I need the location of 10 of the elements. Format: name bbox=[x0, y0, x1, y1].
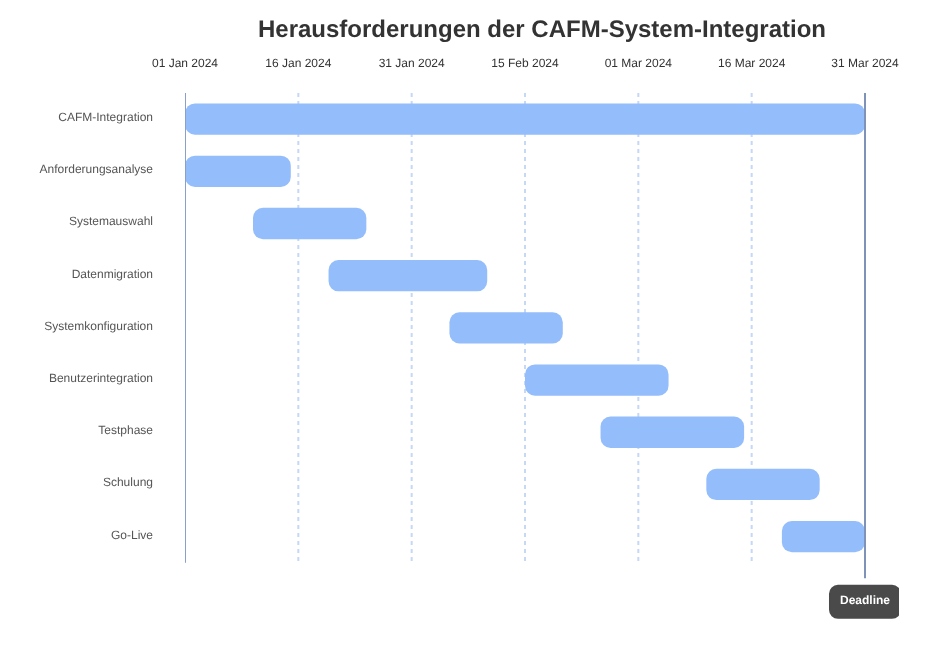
bar bbox=[525, 364, 669, 396]
bar bbox=[706, 468, 820, 501]
bar bbox=[185, 155, 291, 187]
bar bbox=[185, 103, 865, 135]
bar bbox=[781, 520, 865, 553]
bar bbox=[600, 416, 745, 448]
bar bbox=[449, 312, 563, 344]
chart-title: Herausforderungen der CAFM-System-Integration bbox=[257, 15, 827, 43]
bar bbox=[253, 207, 367, 240]
bar bbox=[328, 260, 488, 292]
